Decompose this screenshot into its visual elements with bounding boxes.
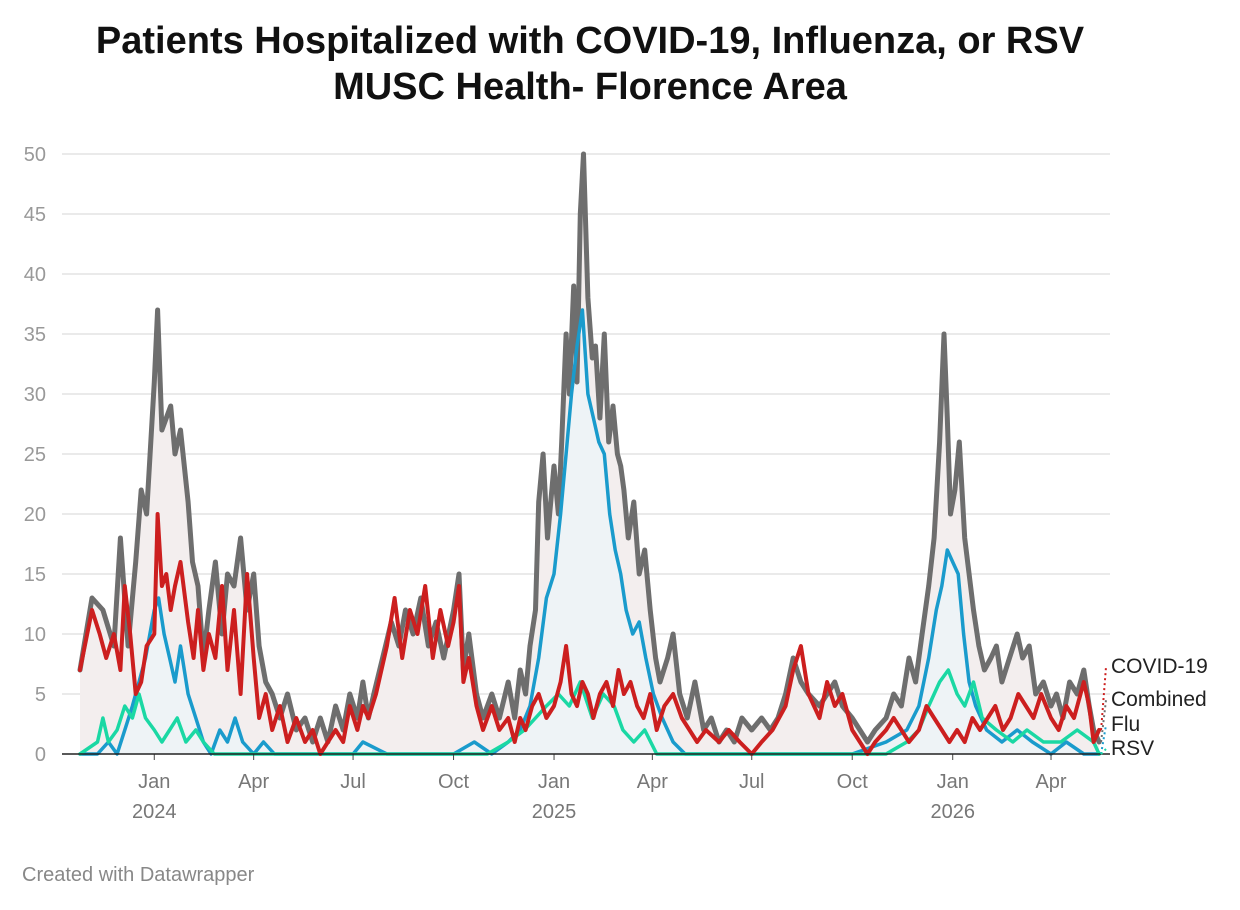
y-tick-label: 10 bbox=[24, 624, 46, 646]
x-tick-label: Jul bbox=[340, 771, 366, 793]
y-tick-label: 0 bbox=[35, 744, 46, 766]
y-tick-label: 45 bbox=[24, 204, 46, 226]
chart-title: Patients Hospitalized with COVID-19, Inf… bbox=[0, 18, 1180, 110]
x-tick-label: Jan bbox=[138, 771, 170, 793]
y-tick-label: 15 bbox=[24, 564, 46, 586]
legend-label-covid-19: COVID-19 bbox=[1111, 655, 1208, 678]
x-tick-year-label: 2025 bbox=[532, 801, 577, 823]
y-tick-label: 40 bbox=[24, 264, 46, 286]
x-tick-label: Jan bbox=[538, 771, 570, 793]
y-tick-label: 5 bbox=[35, 684, 46, 706]
legend-connector-covid-19 bbox=[1100, 666, 1107, 731]
legend-connector-combined bbox=[1100, 699, 1107, 743]
y-tick-label: 20 bbox=[24, 504, 46, 526]
x-tick-label: Apr bbox=[1035, 771, 1066, 793]
x-tick-label: Apr bbox=[238, 771, 269, 793]
y-tick-label: 25 bbox=[24, 444, 46, 466]
chart-title-line-1: Patients Hospitalized with COVID-19, Inf… bbox=[95, 20, 1085, 62]
y-tick-label: 30 bbox=[24, 384, 46, 406]
x-tick-label: Jul bbox=[739, 771, 765, 793]
source-credit: Created with Datawrapper bbox=[22, 864, 255, 886]
x-tick-year-label: 2026 bbox=[930, 801, 975, 823]
series-line-covid-19 bbox=[78, 512, 1102, 756]
legend-label-flu: Flu bbox=[1111, 713, 1140, 736]
legend-label-combined: Combined bbox=[1111, 688, 1207, 711]
legend-connector-rsv bbox=[1100, 748, 1107, 755]
series-lines bbox=[77, 151, 1102, 756]
series-line-combined bbox=[77, 151, 1102, 745]
x-tick-label: Oct bbox=[837, 771, 869, 793]
series-line-rsv bbox=[78, 668, 1101, 756]
y-tick-label: 35 bbox=[24, 324, 46, 346]
chart-title-line-2: MUSC Health- Florence Area bbox=[333, 66, 847, 108]
x-tick-label: Apr bbox=[637, 771, 668, 793]
series-areas bbox=[80, 154, 1100, 754]
x-tick-year-label: 2024 bbox=[132, 801, 177, 823]
y-tick-label: 50 bbox=[24, 144, 46, 166]
area-flu bbox=[80, 310, 1100, 754]
series-line-flu bbox=[78, 308, 1101, 756]
legend-label-rsv: RSV bbox=[1111, 737, 1154, 760]
x-tick-label: Jan bbox=[937, 771, 969, 793]
x-tick-label: Oct bbox=[438, 771, 470, 793]
